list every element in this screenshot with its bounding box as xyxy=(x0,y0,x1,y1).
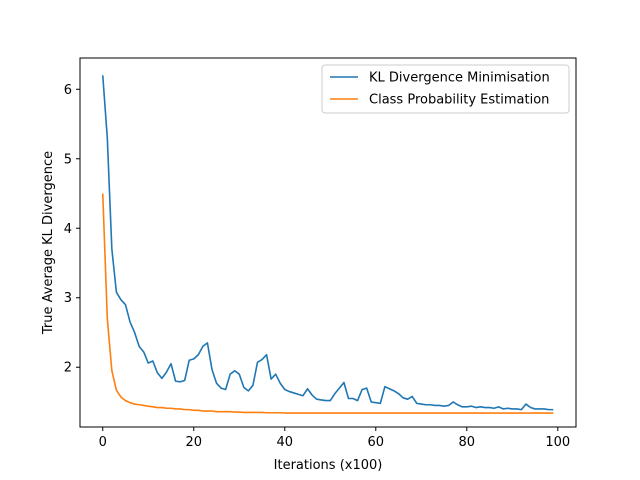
legend-box xyxy=(321,64,570,114)
y-tick-label: 2 xyxy=(64,361,72,376)
y-tick-label: 4 xyxy=(64,222,72,237)
legend: KL Divergence Minimisation Class Probabi… xyxy=(321,64,570,114)
x-axis-label: Iterations (x100) xyxy=(274,458,383,473)
legend-label-kl-divergence: KL Divergence Minimisation xyxy=(369,71,550,86)
series-line-1 xyxy=(101,193,554,414)
y-tick-label: 3 xyxy=(64,291,72,306)
plot-lines xyxy=(101,75,554,414)
y-tick-label: 6 xyxy=(64,83,72,98)
y-axis-label: True Average KL Divergence xyxy=(41,151,56,335)
x-tick-label: 80 xyxy=(459,435,476,450)
y-tick-label: 5 xyxy=(64,152,72,167)
series-line-0 xyxy=(101,75,554,411)
x-tick-label: 60 xyxy=(368,435,385,450)
x-tick-label: 20 xyxy=(185,435,202,450)
x-axis-ticks: 0 20 40 60 80 100 xyxy=(99,427,570,450)
x-tick-label: 0 xyxy=(99,435,107,450)
x-tick-label: 40 xyxy=(276,435,293,450)
y-axis-ticks: 2 3 4 5 6 xyxy=(64,83,80,376)
plot-frame xyxy=(79,57,577,428)
legend-label-class-probability: Class Probability Estimation xyxy=(369,93,549,108)
x-tick-label: 100 xyxy=(545,435,570,450)
